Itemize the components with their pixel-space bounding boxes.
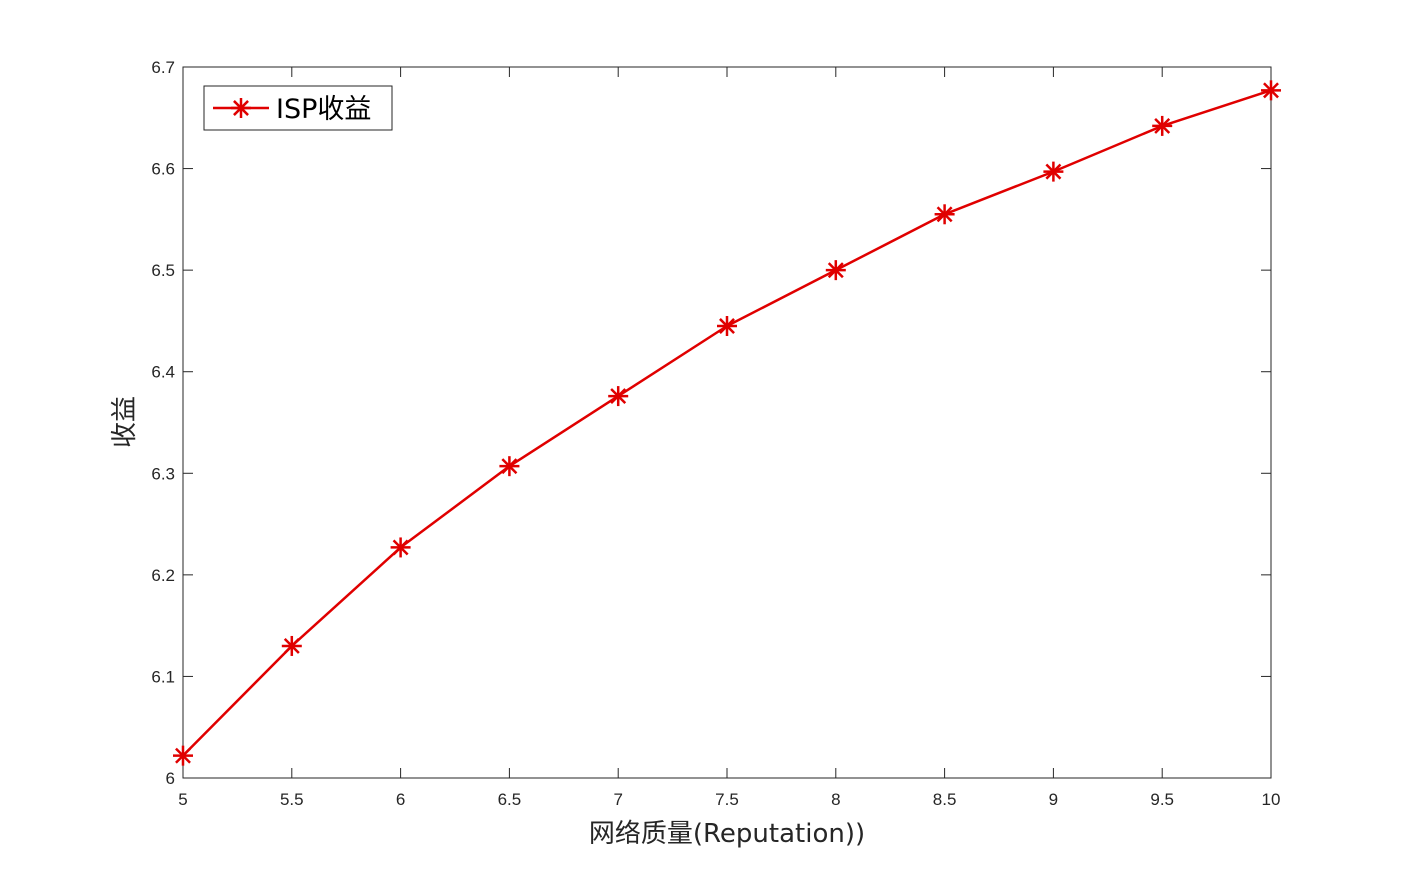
y-tick-labels: 6 6.1 6.2 6.3 6.4 6.5 6.6 6.7 <box>151 58 175 788</box>
y-tick-label: 6.5 <box>151 261 175 280</box>
y-tick-label: 6.1 <box>151 667 175 686</box>
data-point-marker <box>608 386 629 407</box>
data-point-marker <box>825 260 846 281</box>
x-tick-labels: 5 5.5 6 6.5 7 7.5 8 8.5 9 9.5 10 <box>178 790 1280 809</box>
data-point-marker <box>390 537 411 558</box>
x-tick-label: 9 <box>1049 790 1058 809</box>
x-tick-label: 7 <box>613 790 622 809</box>
x-tick-label: 5.5 <box>280 790 304 809</box>
series-layer <box>173 80 1281 766</box>
data-point-marker <box>173 745 193 766</box>
x-tick-label: 6 <box>396 790 405 809</box>
data-point-marker <box>281 635 302 656</box>
x-tick-label: 5 <box>178 790 187 809</box>
y-tick-label: 6.4 <box>151 363 175 382</box>
legend-label: ISP收益 <box>276 94 371 125</box>
data-point-marker <box>1152 115 1173 136</box>
x-tick-label: 9.5 <box>1150 790 1174 809</box>
x-tick-label: 8.5 <box>933 790 957 809</box>
y-tick-label: 6.3 <box>151 464 175 483</box>
y-tick-label: 6.7 <box>151 58 175 77</box>
x-tick-label: 6.5 <box>498 790 522 809</box>
axis-ticks <box>182 66 1272 779</box>
x-tick-label: 10 <box>1262 790 1281 809</box>
y-axis-label: 收益 <box>110 396 140 448</box>
plot-area <box>182 66 1272 779</box>
data-point-marker <box>717 316 737 337</box>
legend-marker-icon <box>231 98 251 118</box>
data-point-marker <box>499 456 520 477</box>
data-point-marker <box>1261 80 1281 101</box>
x-axis-label: 网络质量(Reputation)) <box>589 819 865 849</box>
data-point-marker <box>934 204 955 225</box>
y-tick-label: 6 <box>166 769 175 788</box>
y-tick-label: 6.6 <box>151 160 175 179</box>
data-point-marker <box>1043 161 1064 182</box>
legend: ISP收益 <box>203 85 393 131</box>
data-point-marker <box>231 98 251 118</box>
y-tick-label: 6.2 <box>151 566 175 585</box>
x-tick-label: 8 <box>831 790 840 809</box>
x-tick-label: 7.5 <box>715 790 739 809</box>
